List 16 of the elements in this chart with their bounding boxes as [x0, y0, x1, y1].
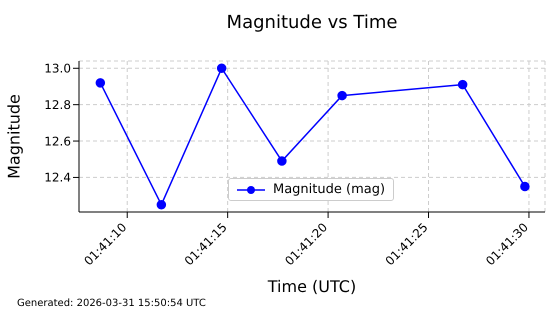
point [458, 80, 468, 90]
point [216, 64, 226, 74]
y-tick-label: 12.8 [44, 98, 71, 112]
y-axis-title: Magnitude [4, 94, 24, 179]
chart-title: Magnitude vs Time [226, 12, 398, 33]
point [156, 200, 166, 210]
point [277, 156, 287, 166]
point [337, 90, 347, 100]
point [96, 78, 106, 88]
text: Generated: 2026-03-31 15:50:54 UTC [17, 298, 206, 309]
legend-label: Magnitude (mag) [273, 182, 386, 197]
y-tick-label: 12.6 [44, 134, 71, 148]
y-tick-label: 12.4 [44, 170, 71, 185]
x-axis-title: Time (UTC) [266, 277, 356, 296]
point [520, 182, 530, 192]
y-tick-label: 13.0 [44, 62, 71, 76]
